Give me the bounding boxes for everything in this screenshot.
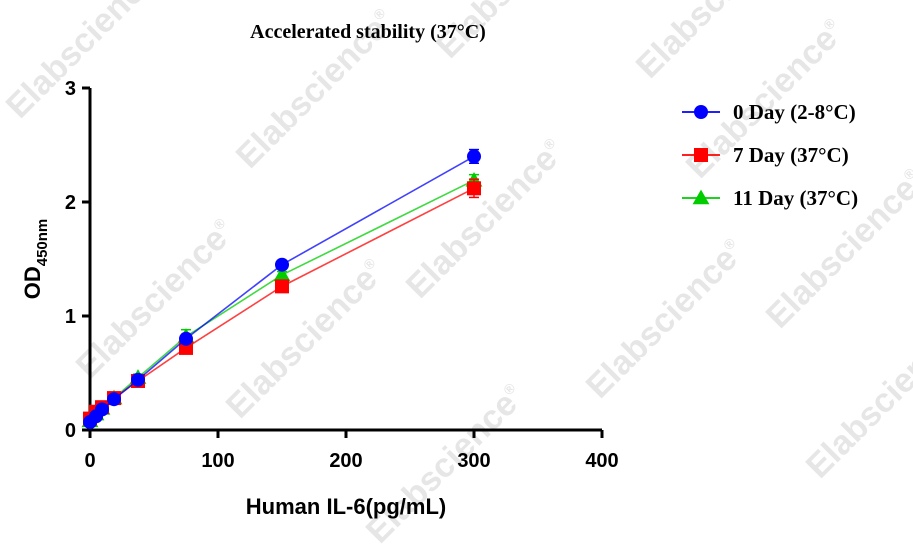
y-tick-label: 0 [65,420,76,442]
legend: 0 Day (2-8°C) 7 Day (37°C) 11 Day (37°C) [682,100,858,210]
watermark-text: Elabscience® [0,0,172,126]
data-point [467,149,481,164]
x-tick-label: 400 [585,450,618,472]
data-point [107,392,121,407]
y-tick-label: 3 [65,78,76,100]
y-tick-label: 2 [65,192,76,214]
x-tick-label: 300 [457,450,490,472]
y-axis-label-subscript: 450nm [34,219,51,267]
data-point [273,266,291,282]
y-axis-ticks: 0 1 2 3 [65,78,90,442]
data-point [467,181,481,196]
watermark-registered-mark: ® [820,14,839,33]
legend-label: 7 Day (37°C) [733,143,849,167]
legend-marker [694,148,708,162]
data-point [179,331,193,346]
legend-marker [694,105,708,119]
legend-label: 11 Day (37°C) [733,186,858,210]
watermark-registered-mark: ® [720,234,739,253]
watermark-registered-mark: ® [500,379,519,398]
x-tick-label: 100 [201,450,234,472]
plot-series-layer [81,148,483,430]
legend-item: 11 Day (37°C) [682,186,858,210]
watermark-registered-mark: ® [360,254,379,273]
watermark-text: Elabscience® [69,212,243,386]
chart-title: Accelerated stability (37°C) [250,21,486,43]
x-tick-label: 0 [84,450,95,472]
watermark-text: Elabscience® [399,132,573,306]
legend-label: 0 Day (2-8°C) [733,100,856,124]
x-axis-label: Human IL-6(pg/mL) [246,494,446,519]
data-point [131,372,145,387]
series-circle [83,148,481,430]
watermark-registered-mark: ® [540,134,559,153]
legend-marker [692,189,710,205]
x-axis-ticks: 0 100 200 300 400 [84,430,619,472]
watermark-registered-mark: ® [210,214,229,233]
watermark-registered-mark: ® [900,164,913,183]
y-tick-label: 1 [65,306,76,328]
legend-item: 0 Day (2-8°C) [682,100,856,124]
watermark-text: Elabscience® [359,377,533,545]
watermark-text: Elabscience® [219,252,393,426]
data-point [275,279,289,294]
data-point [95,402,110,417]
legend-item: 7 Day (37°C) [682,143,849,167]
y-axis-label-main: OD [20,266,45,299]
watermark-text: Elabscience® [579,232,753,406]
watermark-text: Elabscience® [799,312,913,486]
x-tick-label: 200 [329,450,362,472]
y-axis-label: OD450nm [20,219,51,300]
data-point [275,257,289,272]
